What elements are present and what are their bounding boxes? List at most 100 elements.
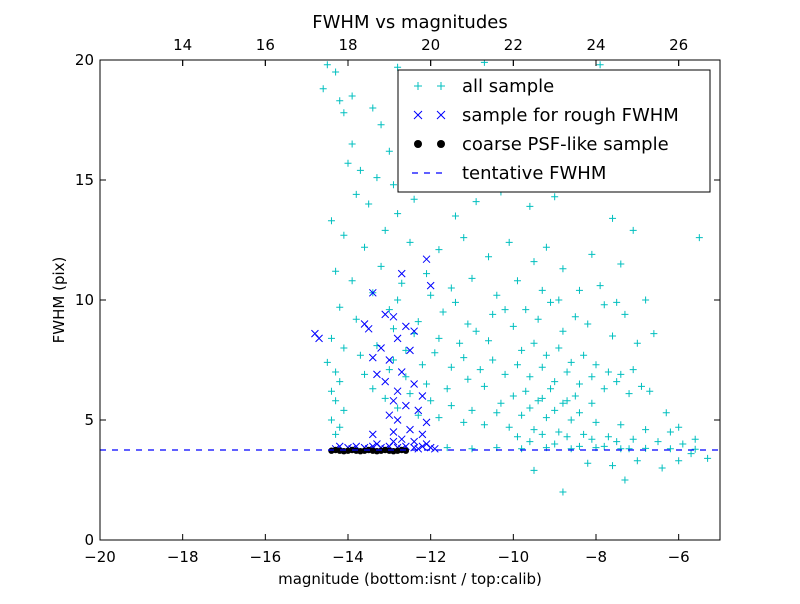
data-point-all-sample	[650, 330, 658, 338]
data-point-all-sample	[332, 430, 340, 438]
data-point-all-sample	[575, 442, 583, 450]
data-point-all-sample	[385, 306, 393, 314]
data-point-all-sample	[604, 433, 612, 441]
y-tick-label: 10	[75, 291, 94, 309]
x-tick-label: −10	[498, 548, 530, 566]
data-point-all-sample	[423, 270, 431, 278]
data-point-all-sample	[575, 380, 583, 388]
data-point-all-sample	[468, 274, 476, 282]
data-point-rough-fwhm	[385, 411, 394, 420]
data-point-all-sample	[646, 387, 654, 395]
data-point-all-sample	[666, 428, 674, 436]
data-point-all-sample	[617, 260, 625, 268]
data-point-all-sample	[596, 61, 604, 69]
data-point-all-sample	[389, 356, 397, 364]
data-point-rough-fwhm	[368, 353, 377, 362]
data-point-rough-fwhm	[410, 437, 418, 446]
top-x-tick-label: 16	[256, 36, 275, 54]
data-point-all-sample	[406, 390, 414, 398]
legend-swatch-dot	[437, 140, 445, 148]
data-point-all-sample	[538, 394, 546, 402]
data-point-all-sample	[423, 380, 431, 388]
data-point-all-sample	[361, 243, 369, 251]
data-point-all-sample	[609, 462, 617, 470]
data-point-rough-fwhm	[393, 387, 402, 396]
data-point-all-sample	[658, 464, 666, 472]
data-point-all-sample	[629, 435, 637, 443]
data-point-all-sample	[547, 298, 555, 306]
data-point-all-sample	[617, 370, 625, 378]
axis-ticks: −20 −18 −16 −14 −12 −10 −8 −6 0 5 10 15 20 14 16 18 20 22…	[75, 36, 720, 566]
data-point-rough-fwhm	[389, 437, 398, 446]
data-point-all-sample	[476, 366, 484, 374]
data-point-all-sample	[617, 421, 625, 429]
data-point-all-sample	[361, 370, 369, 378]
data-point-all-sample	[472, 327, 480, 335]
data-point-all-sample	[460, 418, 468, 426]
data-point-rough-fwhm	[418, 430, 427, 439]
data-point-all-sample	[385, 366, 393, 374]
data-point-all-sample	[513, 433, 521, 441]
data-point-all-sample	[501, 370, 509, 378]
legend-swatch-plus	[414, 82, 422, 90]
data-point-all-sample	[431, 349, 439, 357]
data-point-all-sample	[369, 385, 377, 393]
data-point-all-sample	[600, 442, 608, 450]
data-point-all-sample	[485, 253, 493, 261]
data-point-all-sample	[542, 243, 550, 251]
data-point-all-sample	[340, 109, 348, 117]
data-point-all-sample	[323, 61, 331, 69]
legend-swatch-cross	[413, 110, 423, 120]
data-point-rough-fwhm	[410, 380, 418, 388]
data-point-all-sample	[609, 332, 617, 340]
data-point-all-sample	[526, 404, 534, 412]
top-x-tick-label: 14	[173, 36, 192, 54]
data-point-rough-fwhm	[422, 440, 431, 448]
data-point-all-sample	[538, 363, 546, 371]
data-point-all-sample	[534, 315, 542, 323]
data-point-all-sample	[542, 351, 550, 359]
data-point-rough-fwhm	[385, 356, 394, 364]
data-point-rough-fwhm	[381, 377, 390, 386]
data-point-rough-fwhm	[373, 440, 381, 448]
data-point-all-sample	[435, 334, 443, 342]
data-point-all-sample	[588, 399, 596, 407]
data-point-rough-fwhm	[406, 346, 414, 355]
data-point-psf-like	[340, 448, 348, 455]
data-point-psf-like	[390, 448, 397, 455]
data-point-rough-fwhm	[397, 368, 406, 376]
data-point-all-sample	[501, 306, 509, 314]
data-point-all-sample	[497, 399, 505, 407]
x-tick-label: −16	[250, 548, 282, 566]
data-point-all-sample	[609, 214, 617, 222]
legend-entry: sample for rough FWHM	[413, 105, 679, 126]
data-point-all-sample	[414, 318, 422, 326]
data-point-psf-like	[373, 448, 381, 455]
data-point-all-sample	[352, 190, 360, 198]
data-point-all-sample	[642, 444, 650, 452]
legend-swatch-plus	[437, 82, 445, 90]
data-point-all-sample	[377, 121, 385, 129]
data-point-all-sample	[642, 296, 650, 304]
data-point-all-sample	[468, 445, 476, 453]
data-point-all-sample	[547, 385, 555, 393]
data-point-all-sample	[522, 387, 530, 395]
data-point-all-sample	[451, 298, 459, 306]
data-point-rough-fwhm	[426, 281, 435, 290]
data-point-all-sample	[687, 450, 695, 458]
legend-entry: tentative FWHM	[412, 163, 606, 184]
data-point-all-sample	[588, 373, 596, 381]
data-point-rough-fwhm	[397, 435, 406, 444]
data-point-all-sample	[691, 445, 699, 453]
legend: all sample sample for rough FWHM coarse PS…	[397, 69, 711, 193]
data-point-all-sample	[369, 104, 377, 112]
data-point-all-sample	[327, 387, 335, 395]
data-point-all-sample	[456, 339, 464, 347]
data-point-all-sample	[617, 445, 625, 453]
data-point-all-sample	[443, 385, 451, 393]
legend-swatch-cross	[436, 110, 446, 120]
data-point-rough-fwhm	[430, 444, 439, 453]
data-point-all-sample	[567, 358, 575, 366]
data-point-psf-like	[382, 446, 389, 454]
